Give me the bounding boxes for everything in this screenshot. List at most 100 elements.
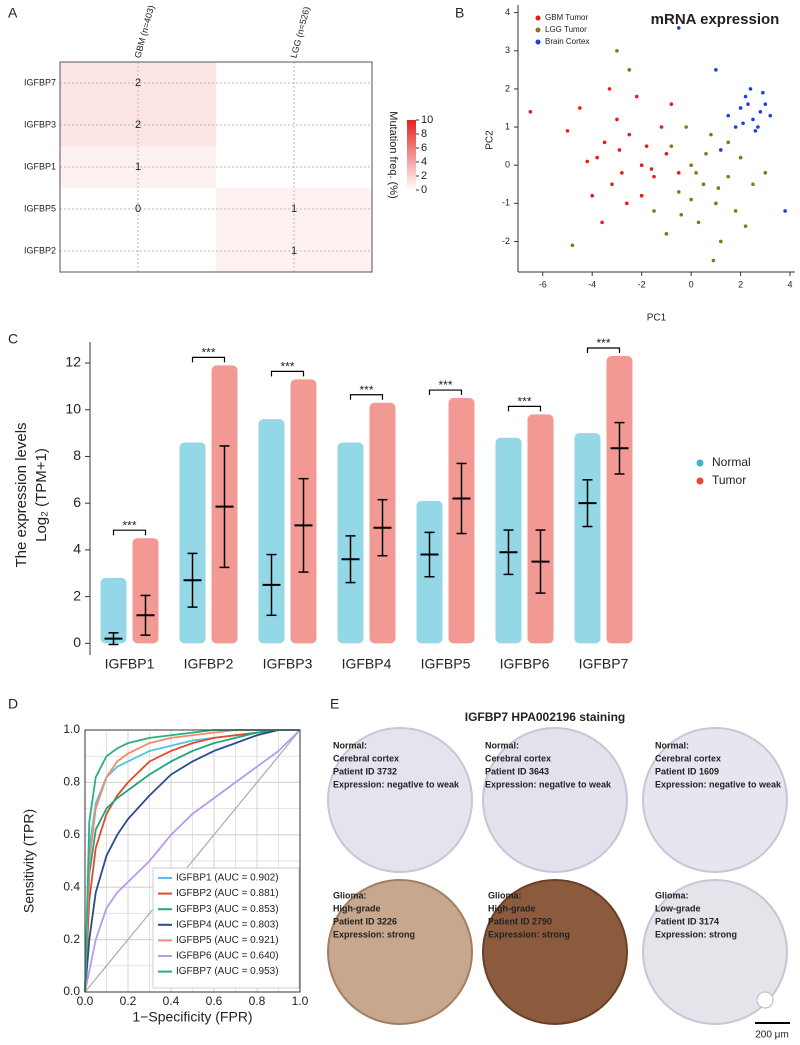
y-tick-label: -1 <box>502 198 510 208</box>
panel-label: D <box>8 696 18 712</box>
point <box>694 171 698 175</box>
x-tick-label: -6 <box>539 279 547 289</box>
colorbar-tick-label: 2 <box>421 170 427 182</box>
tile-caption: Cerebral cortex <box>485 753 551 763</box>
point <box>726 140 731 145</box>
legend-label: IGFBP1 (AUC = 0.902) <box>176 873 279 884</box>
significance-bracket <box>428 389 463 396</box>
tissue-core <box>482 879 628 1025</box>
x-tick-label: 4 <box>788 279 793 289</box>
point <box>620 171 624 175</box>
point <box>627 132 632 137</box>
legend-label: Tumor <box>712 473 746 487</box>
point <box>644 144 649 148</box>
significance-label: *** <box>438 378 452 392</box>
x-tick-label: IGFBP6 <box>500 656 550 672</box>
point <box>763 171 768 175</box>
plot-frame <box>84 729 301 993</box>
point <box>565 129 570 133</box>
significance-bracket <box>586 347 621 354</box>
point <box>652 209 656 213</box>
point <box>689 197 693 202</box>
point <box>602 140 607 145</box>
point <box>714 68 718 72</box>
tile-caption: Patient ID 3732 <box>333 766 397 776</box>
colorbar <box>407 120 416 190</box>
row-label: IGFBP7 <box>24 77 56 87</box>
significance-bracket <box>112 529 147 536</box>
point <box>701 182 706 187</box>
point <box>719 148 723 152</box>
legend-marker <box>535 39 541 45</box>
y-axis-label: Sensitivity (TPR) <box>21 809 37 913</box>
cell-value: 1 <box>291 203 297 215</box>
legend-box <box>152 867 300 989</box>
point <box>743 94 748 99</box>
tile-caption: Patient ID 1609 <box>655 766 719 776</box>
cell-value: 2 <box>135 119 141 131</box>
tissue-core <box>642 879 788 1025</box>
point <box>615 48 619 53</box>
point <box>714 201 718 206</box>
point <box>590 193 594 198</box>
panel-label: B <box>455 5 464 21</box>
colorbar-tick-label: 8 <box>421 128 427 140</box>
point <box>669 102 674 106</box>
x-tick-label: 1.0 <box>292 994 309 1008</box>
point <box>719 239 723 244</box>
point <box>676 171 681 175</box>
significance-label: *** <box>359 383 373 397</box>
roc-curve <box>84 729 300 993</box>
y-tick-label: 6 <box>73 494 81 510</box>
legend-label: IGFBP7 (AUC = 0.953) <box>176 966 279 977</box>
y-tick-label: 1 <box>505 121 510 131</box>
x-tick-label: IGFBP5 <box>421 656 471 672</box>
legend-marker <box>696 459 704 467</box>
point-cloud <box>132 538 159 644</box>
point <box>585 159 590 164</box>
x-tick-label: 0 <box>689 279 694 289</box>
point <box>733 209 738 213</box>
row-label: IGFBP1 <box>24 161 56 171</box>
tile-caption: Patient ID 3226 <box>333 916 397 926</box>
legend-label: IGFBP2 (AUC = 0.881) <box>176 888 279 899</box>
point <box>615 117 619 122</box>
point <box>649 167 654 171</box>
tissue-core <box>482 727 628 873</box>
x-tick-label: IGFBP7 <box>579 656 629 672</box>
tile-caption: Patient ID 3174 <box>655 916 719 926</box>
y-tick-label: 0.2 <box>63 932 80 946</box>
point-cloud <box>258 419 285 644</box>
point <box>639 163 644 167</box>
cell-value: 1 <box>135 161 141 173</box>
panel-label: E <box>330 696 339 712</box>
tissue-core <box>327 879 473 1025</box>
y-axis-label: PC2 <box>485 130 496 150</box>
significance-bracket <box>507 405 542 412</box>
point <box>634 94 639 99</box>
roc-curve <box>84 729 300 993</box>
legend-label: GBM Tumor <box>545 13 588 22</box>
y-axis-label: The expression levels <box>13 422 30 567</box>
point <box>726 174 731 179</box>
point <box>528 110 533 114</box>
x-axis-label: 1−Specificity (FPR) <box>132 1009 252 1025</box>
tile-caption: Expression: strong <box>655 929 737 939</box>
x-tick-label: 0.2 <box>120 994 137 1008</box>
chart-title: mRNA expression <box>651 11 780 28</box>
point-cloud <box>179 442 206 644</box>
point <box>768 113 773 118</box>
point-cloud <box>606 356 633 644</box>
y-tick-label: 0 <box>505 160 510 170</box>
point-cloud <box>100 577 127 644</box>
x-tick-label: 0.8 <box>249 994 266 1008</box>
panel-title: IGFBP7 HPA002196 staining <box>465 710 626 724</box>
y-axis-unit: Log₂ (TPM+1) <box>33 448 50 542</box>
tile-caption: Glioma: <box>488 890 522 900</box>
point <box>689 163 693 167</box>
column-label: GBM (n=403) <box>133 4 157 59</box>
significance-bracket <box>270 370 305 377</box>
point <box>704 151 708 156</box>
